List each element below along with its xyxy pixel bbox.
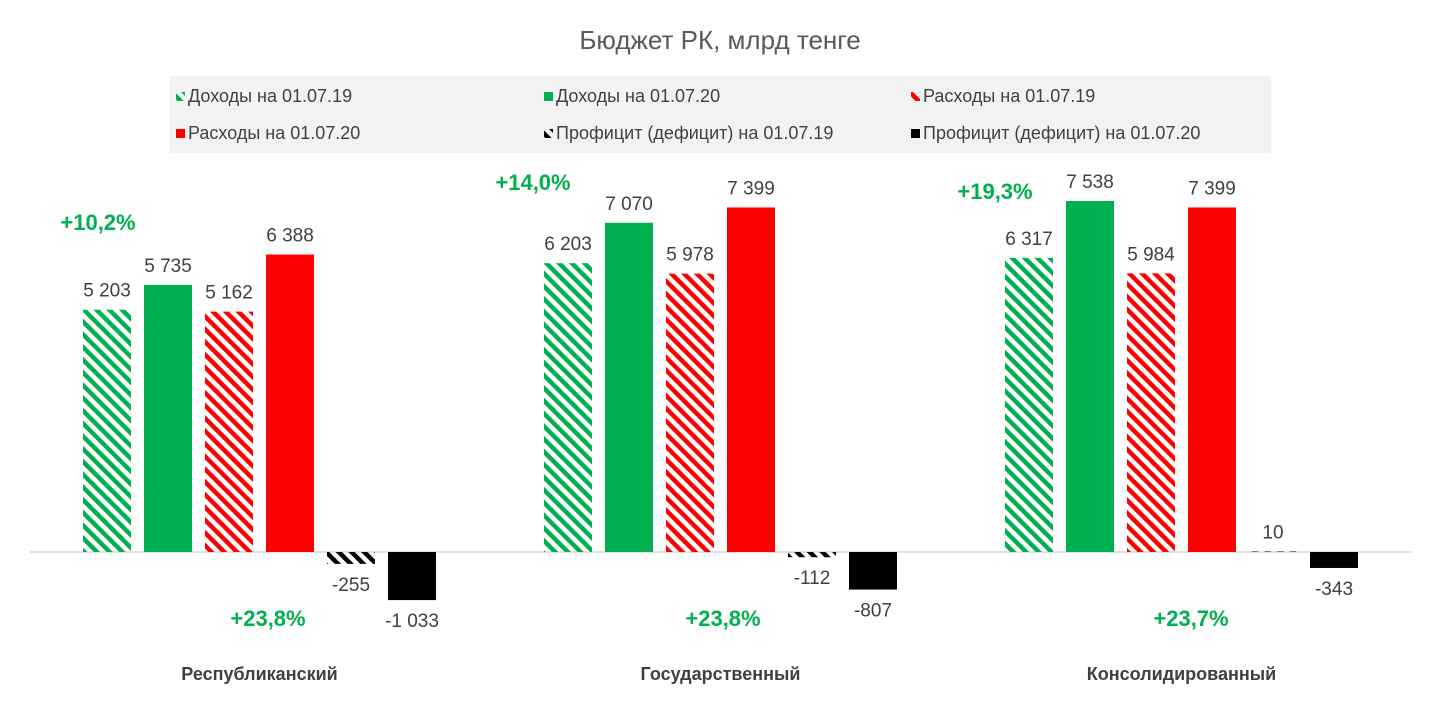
bar	[788, 552, 836, 558]
legend-background	[170, 76, 1271, 153]
annotation: +23,7%	[1153, 606, 1228, 631]
annotation: +14,0%	[495, 170, 570, 195]
data-label: 5 978	[666, 245, 714, 266]
legend-swatch	[544, 92, 553, 101]
bar	[1005, 257, 1053, 552]
annotation: +10,2%	[60, 210, 135, 235]
data-label: -807	[854, 601, 892, 622]
bar	[83, 309, 131, 552]
chart-title: Бюджет РК, млрд тенге	[579, 25, 860, 55]
data-label: 6 203	[544, 234, 592, 255]
bar	[205, 311, 253, 552]
data-label: 7 399	[727, 178, 775, 199]
bar	[144, 284, 192, 552]
data-label: -255	[332, 575, 370, 596]
bar	[666, 273, 714, 552]
data-label: 5 162	[205, 283, 253, 304]
bar	[544, 263, 592, 552]
bar	[388, 552, 436, 601]
annotation: +19,3%	[957, 179, 1032, 204]
legend-label: Расходы на 01.07.20	[188, 123, 360, 143]
data-label: 5 203	[83, 281, 131, 302]
legend-swatch	[176, 92, 185, 101]
legend-label: Расходы на 01.07.19	[923, 86, 1095, 106]
data-label: -1 033	[385, 611, 439, 632]
bar	[605, 222, 653, 552]
bar	[849, 552, 897, 590]
x-tick-label: Республиканский	[181, 664, 337, 684]
bar	[1310, 552, 1358, 568]
bar	[1188, 207, 1236, 552]
x-tick-label: Консолидированный	[1087, 664, 1276, 684]
bar	[1127, 273, 1175, 552]
data-label: 6 317	[1005, 229, 1053, 250]
annotation: +23,8%	[230, 606, 305, 631]
data-label: 7 538	[1066, 172, 1114, 193]
legend-label: Доходы на 01.07.20	[556, 86, 720, 106]
data-label: 7 070	[605, 194, 653, 215]
bar	[327, 552, 375, 564]
legend-swatch	[911, 129, 920, 138]
bar	[1066, 201, 1114, 552]
annotation: +23,8%	[685, 606, 760, 631]
data-label: 5 984	[1127, 244, 1175, 265]
data-label: 10	[1262, 523, 1283, 544]
legend-swatch	[176, 129, 185, 138]
bar	[727, 207, 775, 552]
data-label: -343	[1315, 579, 1353, 600]
data-label: 7 399	[1188, 178, 1236, 199]
data-label: 5 735	[144, 256, 192, 277]
data-label: -112	[794, 568, 831, 589]
x-tick-label: Государственный	[641, 664, 801, 684]
data-label: 6 388	[266, 226, 314, 247]
legend-label: Профицит (дефицит) на 01.07.20	[923, 123, 1200, 143]
legend-label: Доходы на 01.07.19	[188, 86, 352, 106]
legend-swatch	[544, 129, 553, 138]
legend-label: Профицит (дефицит) на 01.07.19	[556, 123, 833, 143]
bar	[266, 254, 314, 552]
legend-swatch	[911, 92, 920, 101]
